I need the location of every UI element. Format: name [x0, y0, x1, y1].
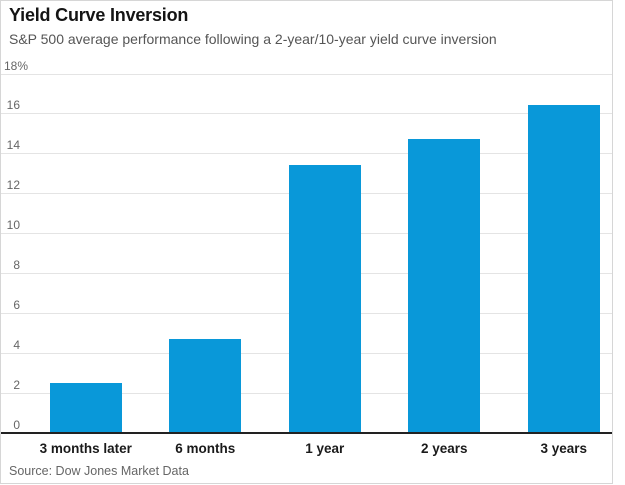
y-axis-label: 10 [6, 218, 20, 233]
y-axis-label: 18% [4, 58, 29, 73]
x-axis-label: 3 months later [39, 441, 132, 456]
y-axis-label: 16 [6, 98, 20, 113]
y-axis-label: 6 [13, 298, 20, 313]
x-axis-line [1, 432, 612, 434]
bar-3-months-later [49, 383, 122, 433]
y-axis-label: 4 [13, 338, 20, 353]
bar-3-years [527, 105, 600, 433]
y-axis-label: 14 [6, 138, 20, 153]
x-axis-label: 2 years [421, 441, 468, 456]
chart-subtitle: S&P 500 average performance following a … [9, 31, 497, 47]
y-axis-label: 2 [13, 378, 20, 393]
chart-title: Yield Curve Inversion [9, 5, 189, 25]
x-axis-label: 3 years [540, 441, 588, 456]
y-axis-label: 12 [6, 178, 20, 193]
y-axis-label: 0 [13, 418, 20, 432]
bar-1-year [288, 165, 361, 433]
source-note: Source: Dow Jones Market Data [9, 464, 189, 478]
y-axis-label: 8 [13, 258, 20, 273]
gridline [1, 153, 612, 155]
x-axis-label: 6 months [175, 441, 236, 456]
bar-2-years [408, 139, 481, 433]
x-axis-label: 1 year [305, 441, 345, 456]
bar-6-months [169, 339, 242, 433]
gridline [1, 73, 612, 75]
gridline [1, 113, 612, 115]
plot-area: 0 2 4 6 8 10 12 14 16 18% 3 months later 6 months 1 … [1, 1, 612, 483]
chart-card: Yield Curve Inversion S&P 500 average pe… [0, 0, 613, 484]
